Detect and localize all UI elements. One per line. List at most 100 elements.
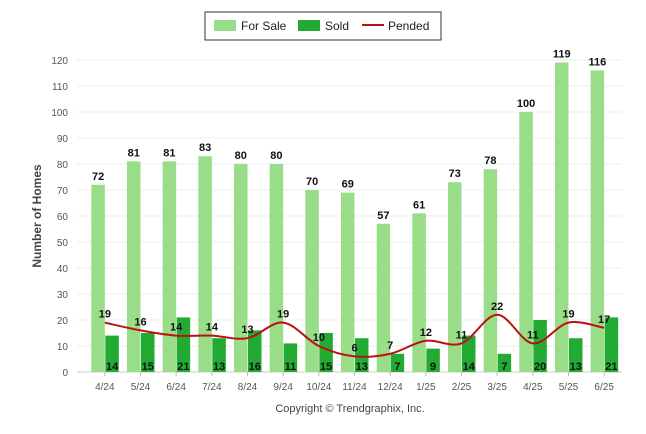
label-pended: 22 <box>491 301 503 313</box>
x-tick-label: 4/24 <box>95 382 115 393</box>
x-tick-label: 9/24 <box>273 382 293 393</box>
legend-swatch-sold <box>298 20 320 31</box>
bar-sold <box>533 320 547 372</box>
label-pended: 19 <box>99 309 111 321</box>
label-for-sale: 78 <box>484 155 496 167</box>
x-tick-label: 8/24 <box>238 382 258 393</box>
label-pended: 17 <box>598 314 610 326</box>
bar-sold <box>355 338 369 372</box>
label-sold: 13 <box>570 361 582 373</box>
label-pended: 13 <box>241 324 253 336</box>
bar-for-sale <box>448 182 462 372</box>
pended-line <box>104 313 605 358</box>
label-pended: 7 <box>387 340 393 352</box>
x-tick-label: 1/25 <box>416 382 436 393</box>
label-pended: 6 <box>351 342 357 354</box>
y-tick-label: 0 <box>62 368 68 379</box>
label-pended: 14 <box>206 322 219 334</box>
bar-sold <box>462 335 476 372</box>
label-pended: 14 <box>170 322 183 334</box>
label-sold: 7 <box>394 361 400 373</box>
x-tick-label: 7/24 <box>202 382 222 393</box>
x-tick-label: 2/25 <box>452 382 472 393</box>
label-for-sale: 116 <box>589 56 607 68</box>
label-for-sale: 100 <box>517 98 535 110</box>
bar-for-sale <box>590 70 605 373</box>
y-tick-label: 80 <box>57 160 69 171</box>
x-tick-label: 5/25 <box>559 382 579 393</box>
y-tick-label: 30 <box>57 290 69 301</box>
bar-sold <box>390 353 405 372</box>
label-sold: 9 <box>430 361 436 373</box>
bar-for-sale <box>519 112 533 372</box>
copyright-text: Copyright © Trendgraphix, Inc. <box>275 403 424 415</box>
label-pended: 11 <box>527 329 539 341</box>
bar-for-sale <box>305 190 319 372</box>
y-tick-label: 60 <box>57 212 69 223</box>
bar-for-sale <box>162 161 177 372</box>
label-sold: 15 <box>320 361 332 373</box>
label-pended: 11 <box>456 329 468 341</box>
label-pended: 12 <box>420 327 432 339</box>
x-tick-label: 6/24 <box>166 382 186 393</box>
x-tick-label: 5/24 <box>131 382 151 393</box>
bar-sold <box>141 333 155 372</box>
y-tick-label: 40 <box>57 264 69 275</box>
y-tick-label: 10 <box>57 342 69 353</box>
bar-sold <box>212 338 226 372</box>
bar-for-sale <box>555 62 569 372</box>
bar-sold <box>105 335 119 372</box>
label-pended: 16 <box>134 316 146 328</box>
bar-for-sale <box>376 223 391 372</box>
y-tick-label: 100 <box>51 108 68 119</box>
label-for-sale: 81 <box>128 147 140 159</box>
y-tick-label: 90 <box>57 134 69 145</box>
label-sold: 20 <box>534 361 546 373</box>
label-for-sale: 80 <box>270 150 282 162</box>
x-tick-label: 11/24 <box>342 382 367 393</box>
y-tick-label: 20 <box>57 316 69 327</box>
y-tick-label: 110 <box>52 82 68 93</box>
x-tick-label: 6/25 <box>594 382 614 393</box>
bar-for-sale <box>127 161 141 372</box>
bars <box>91 62 619 373</box>
y-tick-label: 120 <box>51 56 68 67</box>
label-for-sale: 81 <box>163 147 175 159</box>
bar-sold <box>176 317 191 372</box>
label-for-sale: 73 <box>449 168 461 180</box>
label-for-sale: 72 <box>92 171 104 183</box>
bar-for-sale <box>341 192 355 372</box>
label-for-sale: 70 <box>306 176 318 188</box>
pended-series-line <box>104 313 605 358</box>
label-for-sale: 80 <box>235 150 247 162</box>
y-tick-label: 70 <box>57 186 69 197</box>
y-axis-ticks: 0 10 20 30 40 50 60 70 80 90 100 110 120 <box>51 56 68 379</box>
label-sold: 16 <box>249 361 261 373</box>
x-axis-ticks: 4/24 5/24 6/24 7/24 8/24 9/24 10/24 11/24 12/24 1… <box>95 372 614 393</box>
bar-for-sale <box>198 156 212 372</box>
label-sold: 15 <box>142 361 154 373</box>
bar-for-sale <box>269 164 284 372</box>
bar-for-sale <box>234 164 248 372</box>
legend-box <box>204 11 442 41</box>
bar-sold <box>319 333 333 372</box>
bar-sold <box>248 330 262 372</box>
bar-for-sale <box>483 169 498 372</box>
legend-label-for-sale: For Sale <box>241 19 287 33</box>
label-sold: 14 <box>463 361 476 373</box>
label-sold: 13 <box>213 361 225 373</box>
label-sold: 11 <box>285 361 297 373</box>
x-tick-label: 10/24 <box>306 382 331 393</box>
label-for-sale: 119 <box>553 49 571 61</box>
x-tick-label: 12/24 <box>378 382 403 393</box>
y-tick-label: 50 <box>57 238 69 249</box>
label-sold: 14 <box>106 361 119 373</box>
bar-sold <box>426 348 440 372</box>
y-axis-label: Number of Homes <box>30 164 44 268</box>
bar-sold <box>604 317 619 372</box>
label-pended: 19 <box>562 309 574 321</box>
label-for-sale: 61 <box>413 199 425 211</box>
label-for-sale: 69 <box>342 179 354 191</box>
label-sold: 21 <box>177 361 189 373</box>
